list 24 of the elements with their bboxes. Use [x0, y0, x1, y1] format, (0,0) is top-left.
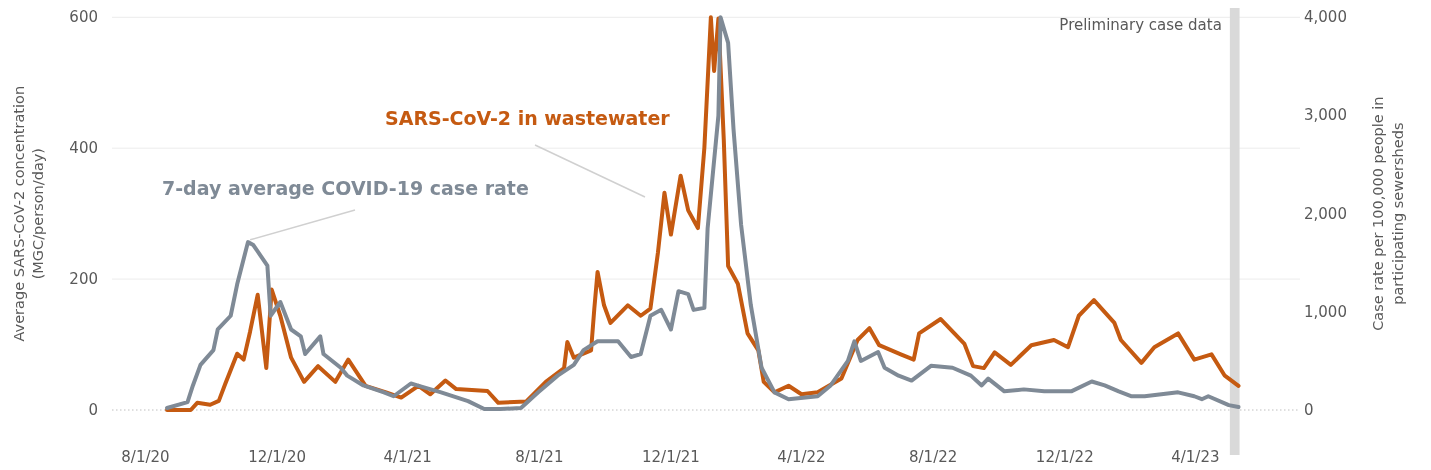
y2-tick-label: 0 — [1304, 401, 1314, 419]
y-axis-title: Average SARS-CoV-2 concentration (MGC/person/day) — [11, 85, 46, 342]
y-tick-label: 400 — [69, 139, 98, 158]
x-tick-label: 4/1/21 — [383, 448, 432, 466]
band-label: Preliminary case data — [1059, 16, 1222, 34]
y-tick-label: 200 — [69, 270, 98, 289]
x-tick-label: 4/1/22 — [777, 448, 826, 466]
line-series — [165, 15, 1241, 412]
y2-tick-label: 4,000 — [1304, 8, 1347, 27]
y2-axis-title: Case rate per 100,000 people in participating sewersheds — [1370, 96, 1406, 331]
x-tick-label: 8/1/21 — [515, 448, 564, 466]
y2-tick-label: 1,000 — [1304, 302, 1347, 321]
annotation: 7-day average COVID-19 case rate — [162, 177, 529, 199]
y2-tick-label: 2,000 — [1304, 204, 1347, 223]
x-tick-label: 4/1/23 — [1171, 448, 1220, 466]
x-tick-label: 8/1/20 — [121, 448, 170, 466]
annotation: SARS-CoV-2 in wastewater — [385, 107, 671, 129]
y2-tick-label: 3,000 — [1304, 106, 1347, 125]
x-tick-label: 8/1/22 — [908, 448, 958, 466]
y-tick-label: 0 — [88, 401, 98, 419]
x-tick-label: 12/1/22 — [1035, 448, 1094, 466]
y-tick-label: 600 — [69, 8, 98, 27]
x-tick-label: 12/1/21 — [642, 448, 700, 466]
x-tick-label: 12/1/20 — [248, 448, 306, 466]
